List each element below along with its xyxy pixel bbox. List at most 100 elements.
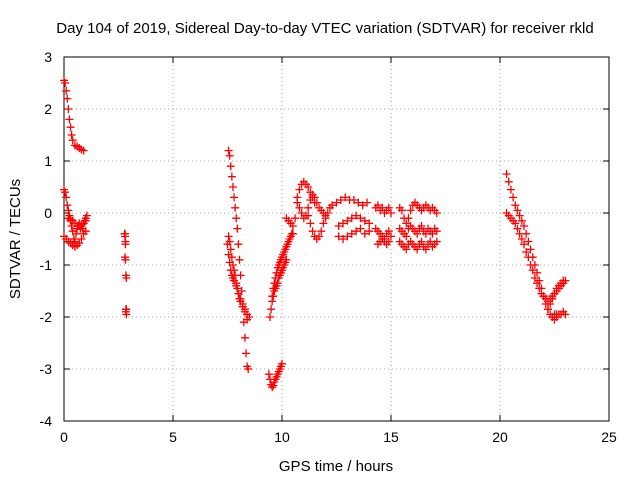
data-point bbox=[234, 289, 243, 298]
data-point bbox=[519, 222, 528, 230]
data-point bbox=[306, 196, 315, 204]
data-point bbox=[526, 261, 535, 269]
data-point bbox=[365, 227, 374, 236]
data-point bbox=[334, 232, 343, 241]
data-point bbox=[373, 201, 382, 210]
data-point bbox=[288, 229, 297, 238]
data-point bbox=[236, 294, 245, 303]
data-point bbox=[354, 198, 363, 207]
data-point bbox=[365, 219, 374, 228]
data-point bbox=[360, 229, 369, 238]
data-point bbox=[384, 237, 393, 246]
data-point bbox=[223, 240, 232, 249]
data-point bbox=[226, 266, 235, 275]
data-point bbox=[226, 162, 235, 171]
data-point bbox=[530, 274, 539, 282]
x-tick-label: 25 bbox=[601, 429, 617, 445]
data-point bbox=[62, 193, 71, 202]
data-point bbox=[328, 201, 337, 210]
data-point bbox=[502, 170, 511, 178]
plot-border bbox=[63, 56, 610, 422]
x-tick-label: 20 bbox=[492, 429, 508, 445]
data-point bbox=[295, 185, 304, 194]
data-point bbox=[71, 229, 80, 238]
data-point bbox=[232, 281, 241, 290]
data-point bbox=[67, 131, 76, 139]
data-point bbox=[293, 193, 302, 202]
y-tick-label: -3 bbox=[40, 361, 53, 377]
data-point bbox=[63, 94, 72, 103]
data-point bbox=[62, 86, 71, 95]
data-point bbox=[244, 365, 253, 373]
data-point bbox=[519, 240, 528, 249]
data-point bbox=[235, 255, 244, 264]
data-point bbox=[533, 279, 542, 288]
data-point bbox=[524, 253, 533, 262]
data-point bbox=[349, 196, 358, 204]
data-point bbox=[387, 232, 395, 241]
data-point bbox=[224, 232, 233, 241]
data-point bbox=[233, 224, 242, 233]
y-tick-label: -4 bbox=[40, 413, 53, 429]
data-point bbox=[295, 203, 304, 212]
data-point bbox=[230, 276, 239, 285]
data-point bbox=[533, 268, 542, 277]
data-point bbox=[64, 206, 73, 215]
data-point bbox=[417, 237, 426, 246]
data-point bbox=[81, 216, 90, 225]
data-point bbox=[546, 300, 555, 308]
data-point bbox=[231, 203, 240, 212]
data-point bbox=[122, 305, 131, 314]
data-point bbox=[352, 227, 361, 236]
data-point bbox=[406, 206, 415, 215]
data-point bbox=[356, 214, 365, 223]
data-point bbox=[291, 214, 300, 223]
data-point bbox=[315, 232, 324, 241]
data-point bbox=[543, 305, 552, 314]
data-point bbox=[413, 229, 422, 238]
data-point bbox=[66, 123, 75, 132]
data-point bbox=[317, 227, 326, 236]
data-point bbox=[561, 276, 570, 285]
data-point bbox=[297, 209, 306, 217]
data-point bbox=[526, 245, 535, 254]
data-point bbox=[402, 219, 411, 228]
data-point bbox=[121, 229, 130, 238]
data-point bbox=[504, 177, 513, 186]
data-point bbox=[332, 198, 341, 207]
data-point bbox=[548, 294, 557, 303]
data-point bbox=[509, 193, 518, 202]
data-point bbox=[356, 224, 365, 233]
data-point bbox=[528, 266, 537, 275]
data-point bbox=[226, 245, 235, 254]
data-point bbox=[334, 222, 343, 230]
data-point bbox=[269, 284, 278, 293]
data-point bbox=[310, 193, 319, 202]
x-tick-label: 0 bbox=[60, 429, 68, 445]
data-point bbox=[312, 198, 321, 207]
data-point bbox=[225, 151, 234, 160]
data-point bbox=[75, 239, 84, 248]
data-point bbox=[511, 201, 520, 210]
data-point bbox=[81, 227, 90, 236]
data-point bbox=[323, 209, 332, 217]
data-point bbox=[304, 203, 313, 212]
data-point bbox=[304, 183, 313, 191]
data-point bbox=[65, 115, 74, 124]
data-point bbox=[267, 305, 276, 314]
data-point bbox=[561, 310, 570, 319]
data-point bbox=[242, 349, 251, 358]
data-point bbox=[343, 232, 352, 241]
data-point bbox=[360, 216, 369, 225]
axis-ticks: 0 5 10 15 20 25 -4 -3 -2 -1 0 1 2 3 bbox=[40, 49, 617, 445]
data-point bbox=[61, 79, 70, 87]
data-point bbox=[234, 240, 243, 249]
data-point bbox=[363, 198, 372, 207]
data-point bbox=[121, 255, 130, 264]
data-point bbox=[306, 219, 315, 228]
data-point bbox=[122, 274, 131, 282]
data-point bbox=[352, 211, 361, 220]
data-point bbox=[321, 214, 330, 223]
data-point bbox=[308, 227, 317, 236]
data-point bbox=[238, 300, 247, 308]
